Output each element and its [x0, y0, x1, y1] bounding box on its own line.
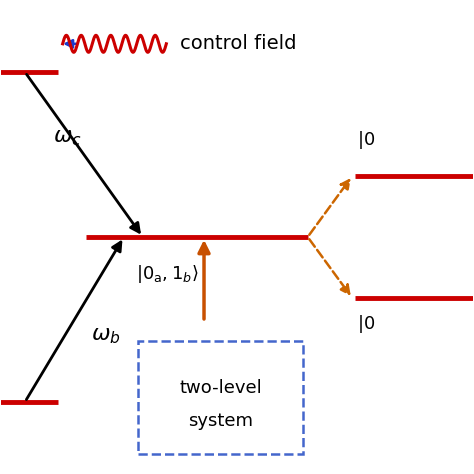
Text: system: system [188, 412, 253, 430]
Text: $|0$: $|0$ [357, 129, 375, 151]
Text: $|0$: $|0$ [357, 313, 375, 335]
Text: control field: control field [181, 34, 297, 53]
Text: $\omega_b$: $\omega_b$ [91, 326, 121, 346]
Text: $\omega_c$: $\omega_c$ [53, 128, 82, 148]
Text: two-level: two-level [179, 379, 262, 397]
Bar [138, 341, 303, 454]
Text: $|0_{\rm a},1_{\it b}\rangle$: $|0_{\rm a},1_{\it b}\rangle$ [136, 263, 199, 285]
